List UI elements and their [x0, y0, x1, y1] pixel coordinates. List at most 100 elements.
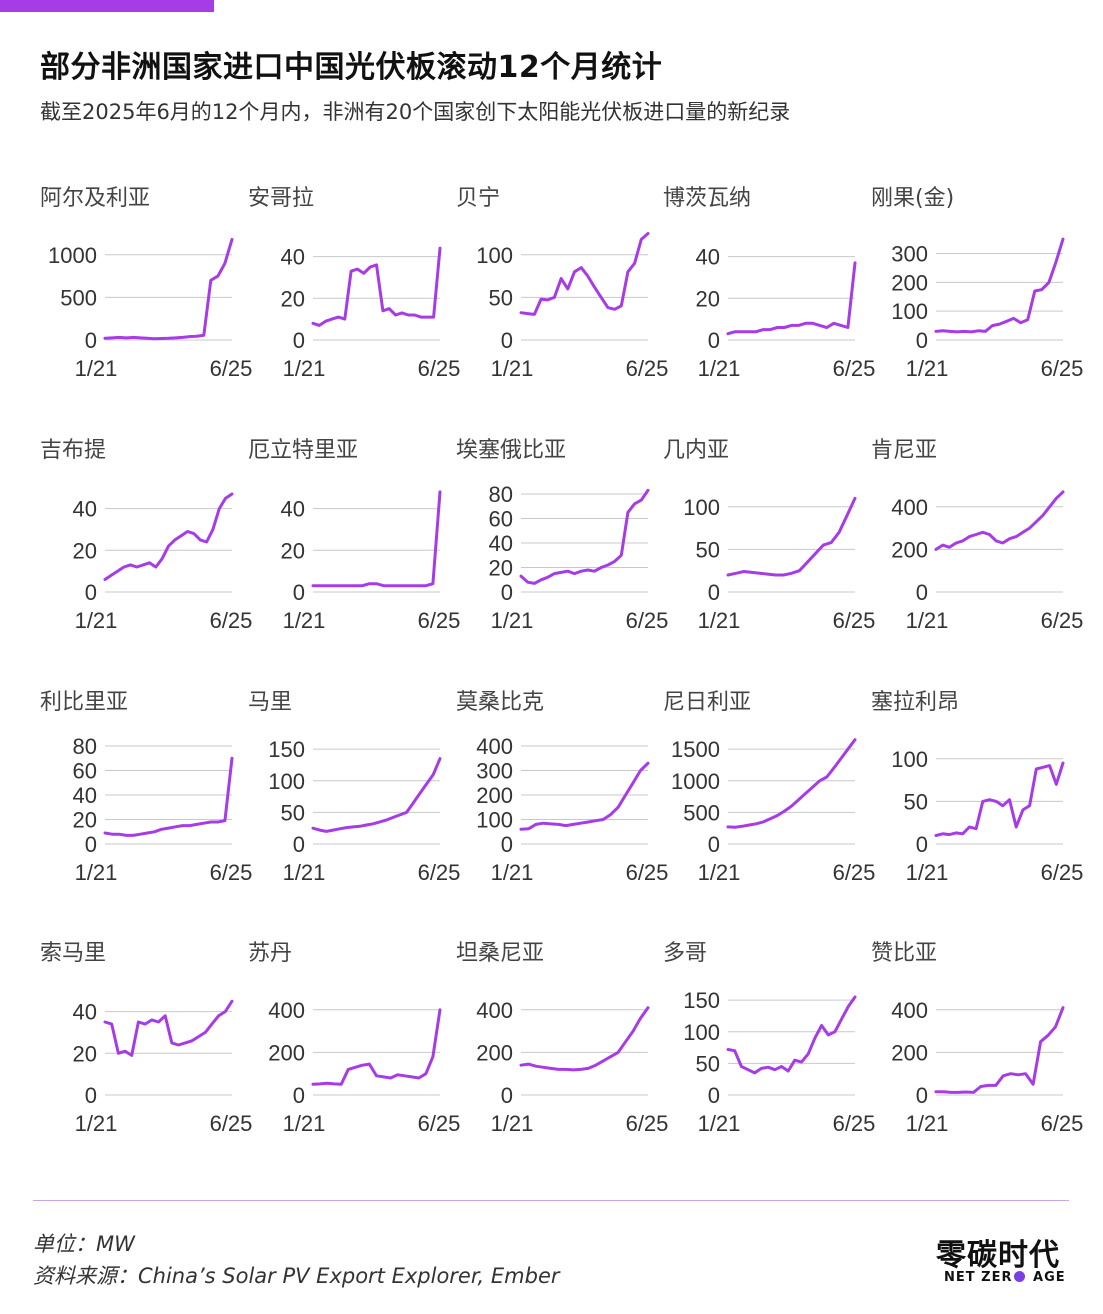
- y-tick-label: 0: [85, 832, 97, 857]
- chart-panel: 贝宁 0 50 100 1/21 6/25: [456, 180, 676, 410]
- chart-title: 莫桑比克: [456, 690, 545, 715]
- chart-title: 贝宁: [456, 186, 501, 211]
- x-tick-label-end: 6/25: [626, 608, 669, 633]
- y-tick-label: 0: [501, 1083, 513, 1108]
- x-tick-label-end: 6/25: [210, 356, 253, 381]
- y-tick-label: 0: [708, 328, 720, 353]
- x-tick-label-start: 1/21: [906, 1111, 949, 1136]
- x-tick-label-end: 6/25: [418, 608, 461, 633]
- line-chart: 0 20 40 1/21 6/25: [73, 1000, 253, 1136]
- x-tick-label-start: 1/21: [283, 608, 326, 633]
- x-tick-label-end: 6/25: [626, 356, 669, 381]
- y-tick-label: 40: [73, 497, 97, 522]
- x-tick-label-start: 1/21: [698, 860, 741, 885]
- y-tick-label: 40: [489, 531, 513, 556]
- series-line: [934, 490, 1065, 551]
- y-tick-label: 400: [268, 998, 305, 1023]
- y-tick-label: 20: [73, 1041, 97, 1066]
- y-tick-label: 100: [476, 243, 513, 268]
- chart-title: 阿尔及利亚: [40, 186, 151, 211]
- y-tick-label: 20: [73, 538, 97, 563]
- y-tick-label: 20: [281, 538, 305, 563]
- y-tick-label: 200: [476, 783, 513, 808]
- y-tick-label: 1000: [48, 243, 97, 268]
- chart-panel: 索马里 0 20 40 1/21 6/25: [40, 935, 260, 1165]
- y-tick-label: 200: [891, 270, 928, 295]
- y-tick-label: 100: [891, 299, 928, 324]
- y-tick-label: 0: [916, 832, 928, 857]
- line-chart: 0 50 100 1/21 6/25: [891, 747, 1083, 885]
- series-line: [103, 492, 234, 581]
- chart-title: 吉布提: [40, 438, 107, 463]
- series-line: [311, 757, 442, 833]
- line-chart: 0 50 100 1/21 6/25: [683, 495, 876, 633]
- y-tick-label: 400: [891, 998, 928, 1023]
- page-title: 部分非洲国家进口中国光伏板滚动12个月统计: [40, 50, 663, 85]
- series-line: [934, 761, 1065, 837]
- x-tick-label-end: 6/25: [1041, 608, 1084, 633]
- brand-logo-en: NET ZER AGE: [944, 1270, 1066, 1285]
- y-tick-label: 20: [489, 556, 513, 581]
- chart-title: 多哥: [663, 941, 708, 966]
- y-tick-label: 100: [476, 808, 513, 833]
- chart-panel: 尼日利亚 0 500 1000 1500 1/21 6/25: [663, 684, 883, 914]
- y-tick-label: 400: [891, 495, 928, 520]
- y-tick-label: 40: [73, 783, 97, 808]
- chart-panel: 刚果(金) 0 100 200 300 1/21 6/25: [871, 180, 1091, 410]
- y-tick-label: 0: [85, 1083, 97, 1108]
- line-chart: 0 500 1000 1500 1/21 6/25: [671, 737, 875, 885]
- line-chart: 0 20 40 1/21 6/25: [73, 492, 252, 633]
- y-tick-label: 50: [904, 789, 928, 814]
- line-chart: 0 50 100 150 1/21 6/25: [268, 737, 460, 885]
- line-chart: 0 100 200 300 1/21 6/25: [891, 237, 1083, 381]
- series-line: [519, 488, 650, 585]
- x-tick-label-end: 6/25: [626, 860, 669, 885]
- series-line: [103, 756, 234, 837]
- chart-panel: 塞拉利昂 0 50 100 1/21 6/25: [871, 684, 1091, 914]
- chart-panel: 赞比亚 0 200 400 1/21 6/25: [871, 935, 1091, 1165]
- chart-title: 苏丹: [248, 941, 293, 966]
- y-tick-label: 0: [916, 1083, 928, 1108]
- line-chart: 0 200 400 1/21 6/25: [268, 998, 460, 1136]
- brand-logo-cn: 零碳时代: [936, 1238, 1060, 1273]
- y-tick-label: 80: [73, 734, 97, 759]
- y-tick-label: 400: [476, 734, 513, 759]
- series-line: [311, 246, 442, 327]
- line-chart: 0 200 400 1/21 6/25: [891, 998, 1084, 1136]
- x-tick-label-start: 1/21: [906, 608, 949, 633]
- y-tick-label: 100: [891, 747, 928, 772]
- y-tick-label: 150: [683, 988, 720, 1013]
- source-note: 资料来源：China’s Solar PV Export Explorer, E…: [33, 1264, 560, 1288]
- chart-panel: 阿尔及利亚 0 500 1000 1/21 6/25: [40, 180, 260, 410]
- x-tick-label-end: 6/25: [833, 608, 876, 633]
- y-tick-label: 60: [489, 507, 513, 532]
- chart-panel: 坦桑尼亚 0 200 400 1/21 6/25: [456, 935, 676, 1165]
- y-tick-label: 200: [268, 1040, 305, 1065]
- y-tick-label: 200: [891, 1040, 928, 1065]
- chart-panel: 安哥拉 0 20 40 1/21 6/25: [248, 180, 468, 410]
- y-tick-label: 40: [281, 245, 305, 270]
- line-chart: 0 20 40 1/21 6/25: [696, 245, 876, 381]
- y-tick-label: 1500: [671, 737, 720, 762]
- series-line: [519, 232, 650, 316]
- x-tick-label-end: 6/25: [210, 860, 253, 885]
- series-line: [519, 761, 650, 831]
- line-chart: 0 50 100 1/21 6/25: [476, 232, 669, 381]
- y-tick-label: 50: [489, 285, 513, 310]
- x-tick-label-start: 1/21: [75, 608, 118, 633]
- series-line: [934, 237, 1065, 334]
- y-tick-label: 0: [293, 832, 305, 857]
- x-tick-label-start: 1/21: [491, 608, 534, 633]
- chart-panel: 几内亚 0 50 100 1/21 6/25: [663, 432, 883, 662]
- x-tick-label-end: 6/25: [1041, 1111, 1084, 1136]
- chart-title: 肯尼亚: [871, 438, 938, 463]
- chart-title: 马里: [248, 690, 293, 715]
- y-tick-label: 20: [696, 286, 720, 311]
- series-line: [726, 261, 857, 336]
- chart-title: 塞拉利昂: [871, 690, 960, 715]
- line-chart: 0 20 40 1/21 6/25: [281, 490, 461, 633]
- series-line: [311, 1008, 442, 1086]
- series-line: [103, 237, 234, 341]
- chart-panel: 多哥 0 50 100 150 1/21 6/25: [663, 935, 883, 1165]
